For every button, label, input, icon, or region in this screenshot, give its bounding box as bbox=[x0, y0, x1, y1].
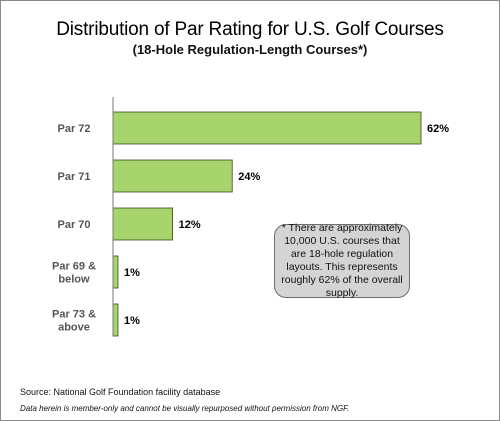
bar bbox=[112, 111, 422, 145]
bar bbox=[112, 207, 174, 241]
bar bbox=[112, 255, 119, 289]
data-label: 1% bbox=[124, 267, 140, 279]
category-label: Par 71 bbox=[57, 171, 90, 183]
category-label: Par 72 bbox=[57, 123, 90, 135]
category-label: Par 70 bbox=[57, 219, 90, 231]
data-label: 62% bbox=[427, 123, 449, 135]
data-label: 12% bbox=[179, 219, 201, 231]
data-label: 24% bbox=[238, 171, 260, 183]
chart-subtitle: (18-Hole Regulation-Length Courses*) bbox=[132, 42, 368, 57]
bar bbox=[112, 303, 119, 337]
category-label: Par 69 & below bbox=[52, 261, 96, 286]
category-label: Par 73 & above bbox=[52, 309, 96, 334]
bar bbox=[112, 159, 233, 193]
footnote-callout: * There are approximately 10,000 U.S. co… bbox=[274, 222, 410, 299]
disclaimer-text: Data herein is member-only and cannot be… bbox=[20, 404, 350, 413]
footnote-text: * There are approximately 10,000 U.S. co… bbox=[281, 222, 403, 299]
bars-layer: 62% Par 72 24% Par 71 12% Par 70 1% Par 69 & bel… bbox=[52, 111, 449, 337]
source-text: Source: National Golf Foundation facilit… bbox=[20, 387, 221, 397]
data-label: 1% bbox=[124, 315, 140, 327]
chart-title: Distribution of Par Rating for U.S. Golf… bbox=[56, 19, 444, 40]
